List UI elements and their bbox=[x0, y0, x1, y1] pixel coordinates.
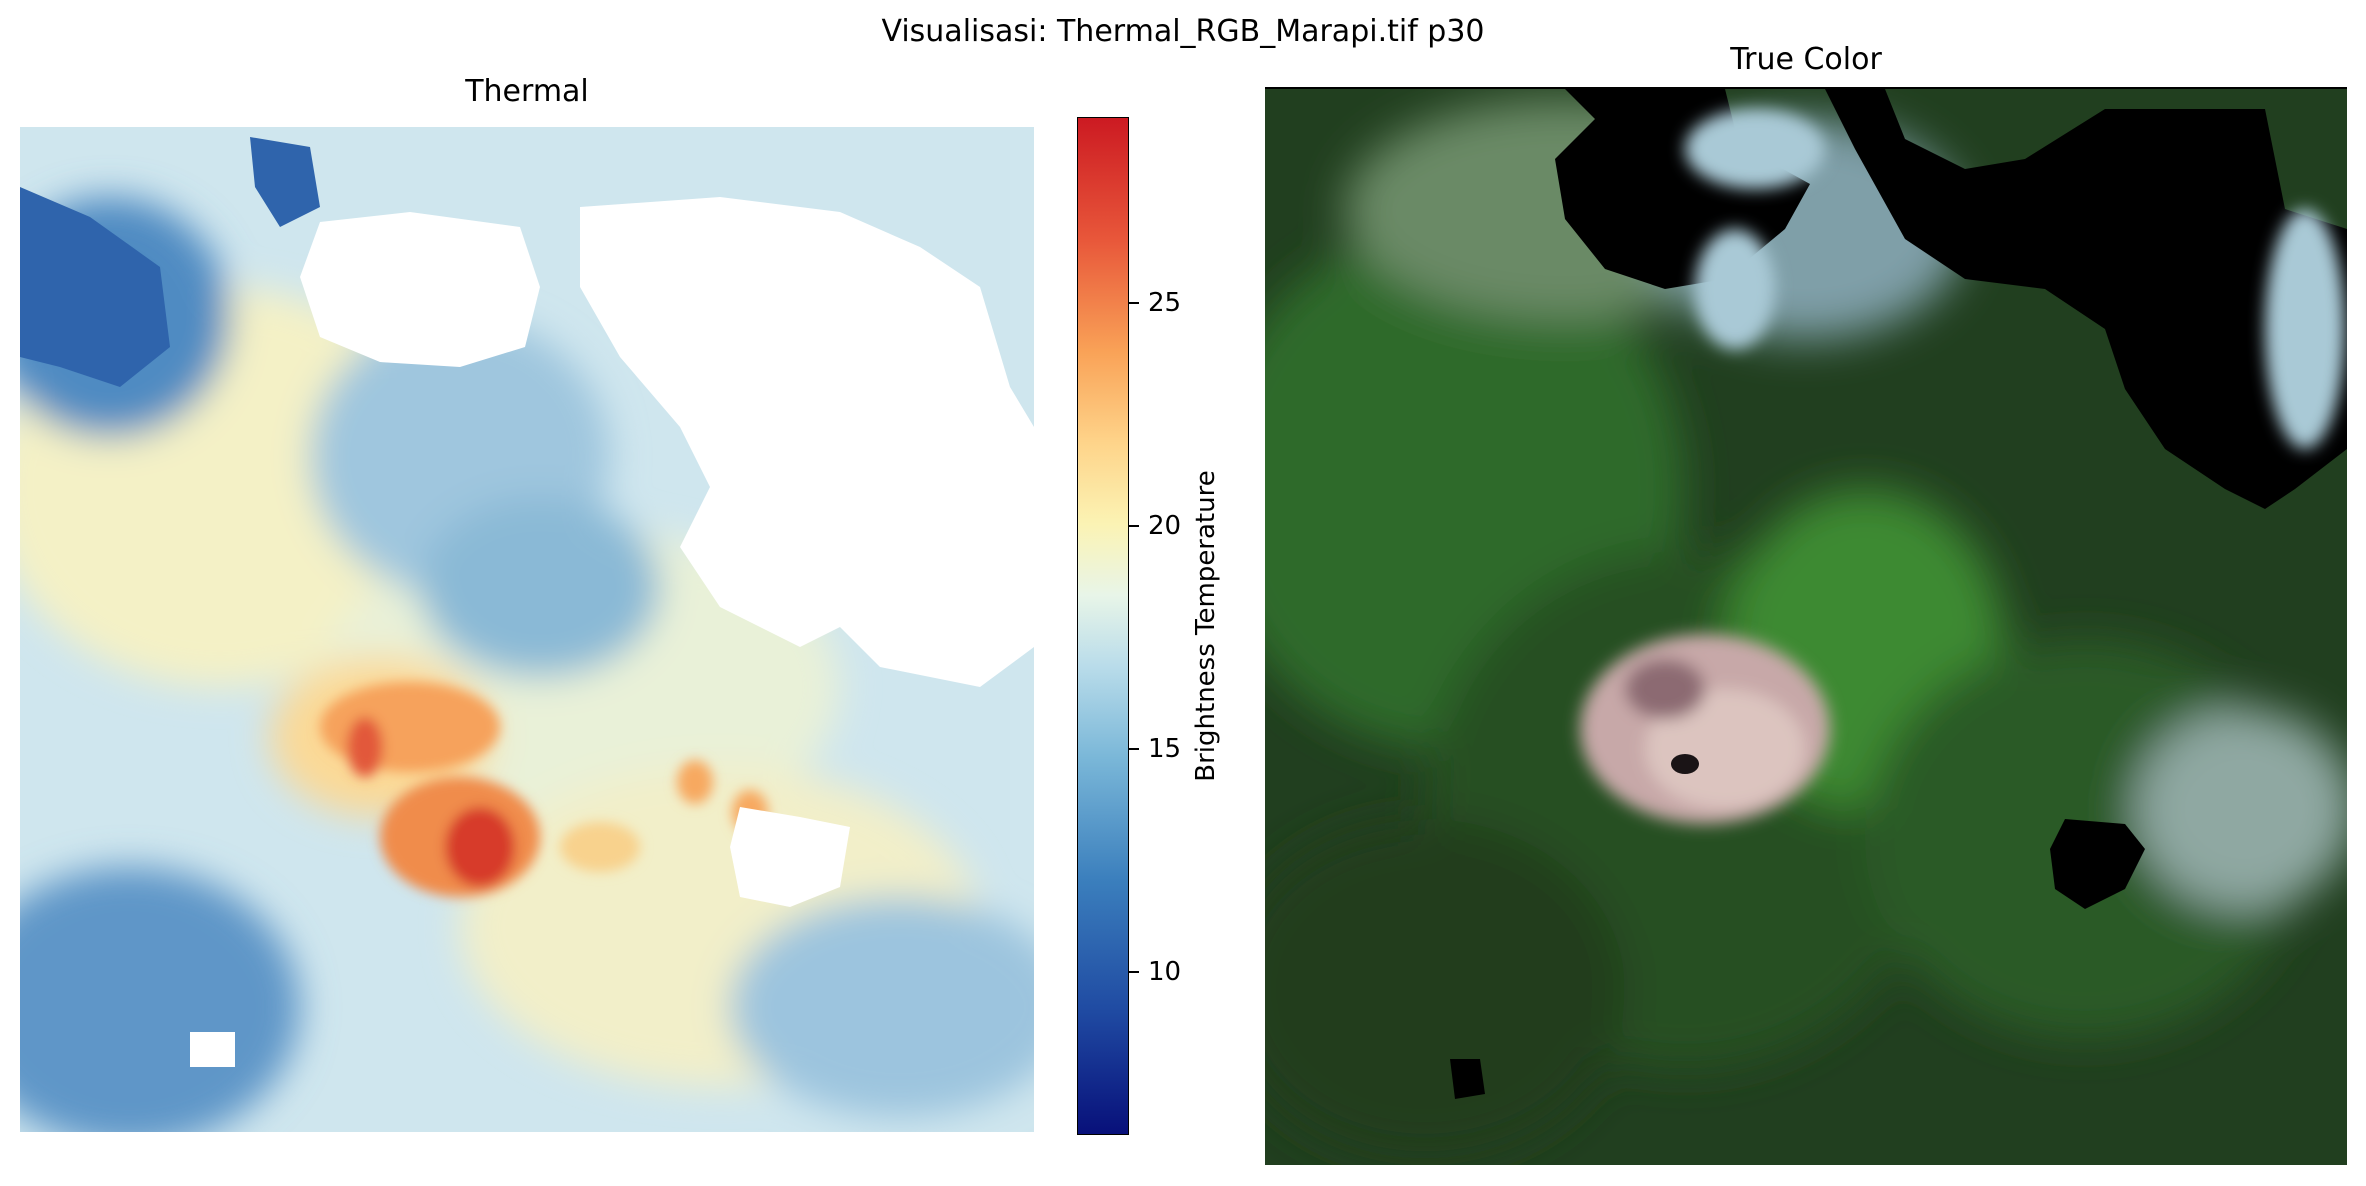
thermal-image bbox=[20, 127, 1034, 1132]
rgb-panel-top-border bbox=[1265, 87, 2347, 90]
figure-suptitle: Visualisasi: Thermal_RGB_Marapi.tif p30 bbox=[881, 14, 1485, 49]
colorbar-tick-15 bbox=[1129, 748, 1139, 750]
colorbar-tick-25 bbox=[1129, 302, 1139, 304]
colorbar-tick-label-25: 25 bbox=[1148, 288, 1182, 318]
colorbar-tick-label-15: 15 bbox=[1148, 734, 1182, 764]
colorbar-tick-label-10: 10 bbox=[1148, 957, 1182, 987]
rgb-panel-title: True Color bbox=[1730, 42, 1882, 77]
colorbar-tick-label-20: 20 bbox=[1148, 511, 1182, 541]
thermal-colorbar bbox=[1077, 117, 1129, 1135]
colorbar-tick-20 bbox=[1129, 525, 1139, 527]
colorbar-tick-10 bbox=[1129, 971, 1139, 973]
thermal-panel-title: Thermal bbox=[465, 74, 589, 109]
colorbar-axis-label: Brightness Temperature bbox=[1191, 470, 1221, 782]
true-color-image bbox=[1265, 89, 2347, 1165]
